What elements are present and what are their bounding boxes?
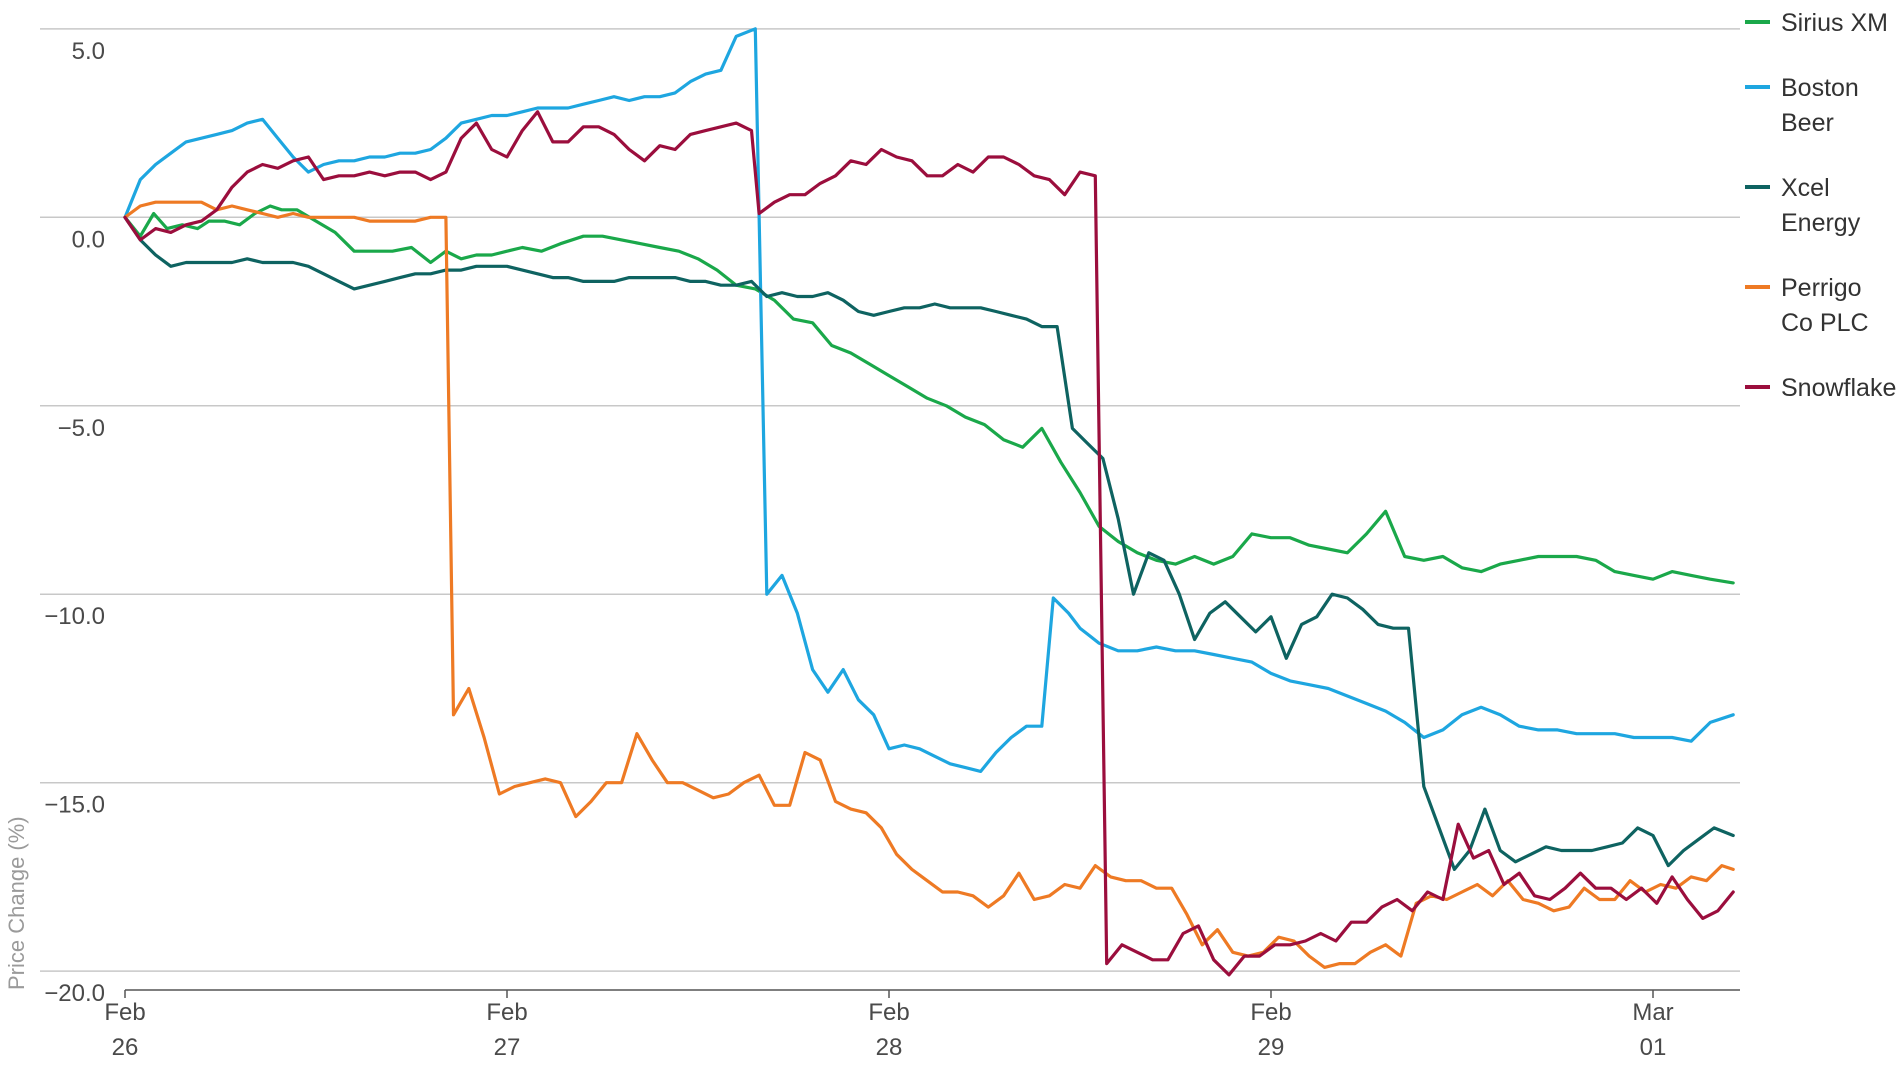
series-lines (123, 27, 1735, 977)
x-tick-label: 01 (1640, 1034, 1667, 1061)
series-line-xcel-energy (123, 215, 1735, 871)
y-tick-label: −5.0 (58, 415, 105, 442)
y-tick-label: −10.0 (44, 603, 105, 630)
series-line-perrigo-co-plc (123, 200, 1735, 969)
legend-label: Boston Beer (1781, 74, 1859, 137)
series-line-snowflake (123, 110, 1735, 977)
y-tick-label: 0.0 (72, 226, 105, 253)
gridlines (40, 28, 1740, 972)
series-line-boston-beer (123, 27, 1735, 773)
y-axis-title: Price Change (%) (4, 816, 29, 990)
x-tick-label: 26 (112, 1034, 139, 1061)
legend: Sirius XM Boston Beer Xcel Energy Perrigo Co P… (1745, 9, 1896, 402)
x-tick-label: 29 (1258, 1034, 1285, 1061)
x-tick-label: Mar (1632, 999, 1673, 1026)
x-tick-label: Feb (486, 999, 527, 1026)
x-axis: Feb 26 Feb 27 Feb 28 Feb 29 Mar 01 (104, 989, 1740, 1061)
y-tick-label: 5.0 (72, 38, 105, 65)
y-axis: 5.0 0.0 −5.0 −10.0 −15.0 −20.0 (44, 38, 105, 1007)
x-tick-label: Feb (868, 999, 909, 1026)
y-tick-label: −20.0 (44, 980, 105, 1007)
x-tick-label: 27 (494, 1034, 521, 1061)
y-tick-label: −15.0 (44, 792, 105, 819)
series-line-sirius-xm (123, 204, 1735, 585)
x-tick-label: Feb (104, 999, 145, 1026)
legend-label: Perrigo Co PLC (1781, 274, 1869, 337)
x-tick-label: Feb (1250, 999, 1291, 1026)
legend-label: Xcel Energy (1781, 174, 1861, 237)
x-tick-label: 28 (876, 1034, 903, 1061)
legend-label: Snowflake (1781, 374, 1896, 402)
legend-label: Sirius XM (1781, 9, 1888, 37)
